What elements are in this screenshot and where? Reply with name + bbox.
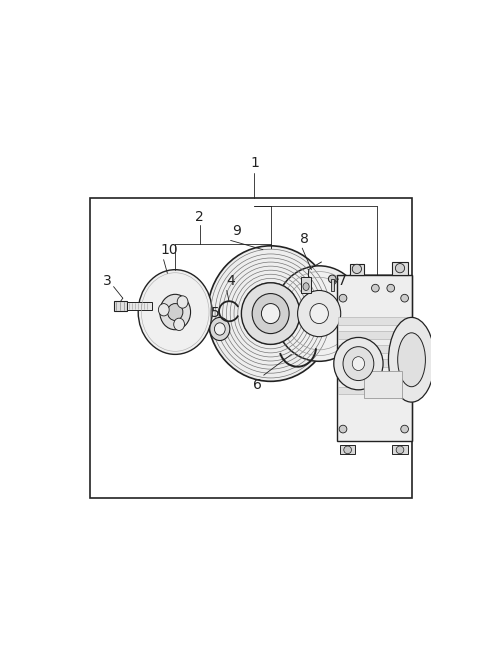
Text: 2: 2 [195, 211, 204, 224]
Ellipse shape [352, 264, 361, 274]
Text: 8: 8 [300, 232, 309, 246]
Bar [364, 371, 402, 398]
Ellipse shape [344, 446, 351, 454]
Bar [114, 301, 127, 311]
Ellipse shape [343, 346, 374, 380]
Text: 1: 1 [250, 156, 259, 171]
Polygon shape [350, 275, 411, 287]
Text: 10: 10 [160, 243, 178, 257]
Bar [338, 345, 410, 353]
Ellipse shape [174, 318, 184, 331]
Bar [338, 359, 410, 367]
Text: 6: 6 [253, 378, 262, 392]
Text: 5: 5 [211, 306, 219, 319]
Ellipse shape [210, 318, 230, 340]
Ellipse shape [396, 446, 404, 454]
Ellipse shape [138, 270, 212, 354]
Ellipse shape [398, 333, 425, 387]
Ellipse shape [396, 264, 405, 273]
Ellipse shape [339, 295, 347, 302]
Bar [337, 275, 411, 441]
Ellipse shape [328, 275, 336, 283]
Bar [338, 387, 410, 394]
Bar [338, 373, 410, 380]
Text: 3: 3 [103, 274, 112, 288]
Text: 4: 4 [226, 274, 235, 288]
Bar [331, 279, 334, 291]
Ellipse shape [303, 283, 309, 291]
Text: 7: 7 [338, 274, 347, 288]
Ellipse shape [334, 337, 383, 390]
Ellipse shape [298, 291, 341, 337]
Ellipse shape [252, 293, 289, 334]
Bar [90, 198, 411, 499]
Ellipse shape [207, 246, 334, 381]
Ellipse shape [401, 295, 408, 302]
Bar [338, 318, 410, 325]
Bar [340, 445, 355, 455]
Ellipse shape [275, 266, 364, 361]
Ellipse shape [388, 318, 435, 402]
Ellipse shape [352, 357, 365, 371]
Ellipse shape [310, 304, 328, 323]
Ellipse shape [215, 323, 225, 335]
Ellipse shape [372, 284, 379, 292]
Bar [301, 277, 311, 293]
Polygon shape [350, 264, 364, 275]
Ellipse shape [401, 425, 408, 433]
Polygon shape [392, 262, 408, 275]
Ellipse shape [158, 304, 169, 316]
Ellipse shape [262, 304, 280, 323]
Bar [127, 302, 152, 310]
Ellipse shape [160, 295, 191, 330]
Bar [338, 331, 410, 339]
Ellipse shape [177, 296, 188, 308]
Ellipse shape [387, 284, 395, 292]
Bar [392, 445, 408, 455]
Ellipse shape [168, 304, 183, 321]
Text: 9: 9 [232, 224, 241, 238]
Ellipse shape [339, 425, 347, 433]
Ellipse shape [241, 283, 300, 344]
